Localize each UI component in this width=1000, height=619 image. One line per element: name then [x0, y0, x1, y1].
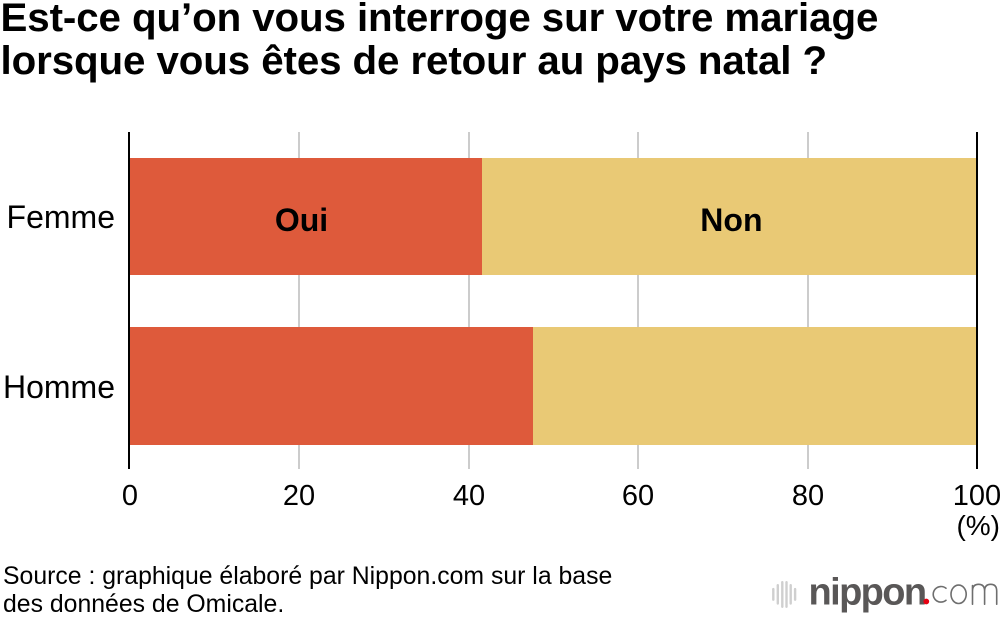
- svg-text:nippon: nippon: [809, 572, 926, 614]
